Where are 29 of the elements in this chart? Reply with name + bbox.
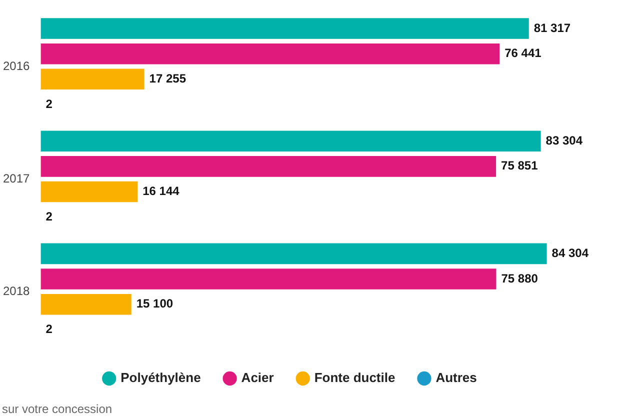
legend-label: Autres [436, 370, 477, 386]
data-label: 2 [46, 96, 53, 111]
data-label: 83 304 [546, 133, 583, 148]
legend-label: Fonte ductile [314, 370, 396, 386]
bar [40, 181, 138, 202]
data-label: 2 [46, 209, 53, 224]
data-label: 75 880 [501, 271, 538, 286]
text: sur votre concession [2, 402, 112, 416]
bar [40, 243, 547, 264]
bar [40, 130, 541, 152]
data-label: 16 144 [142, 184, 180, 198]
y-tick-label: 2018 [2, 284, 30, 298]
bar [40, 43, 500, 64]
bar [40, 68, 144, 90]
y-tick-label: 2017 [2, 171, 30, 186]
bar [40, 294, 132, 315]
data-label: 15 100 [136, 296, 174, 311]
legend-label: Acier [241, 370, 274, 386]
data-label: 76 441 [504, 46, 542, 60]
data-label: 17 255 [149, 71, 186, 86]
bar [40, 156, 496, 177]
legend-label: Polyéthylène [120, 370, 201, 386]
data-label: 84 304 [552, 246, 589, 260]
data-label: 2 [46, 322, 53, 336]
y-tick-label: 2016 [2, 58, 30, 73]
bar [40, 268, 496, 290]
data-label: 81 317 [534, 20, 571, 35]
bar [40, 18, 529, 39]
data-label: 75 851 [501, 158, 538, 173]
